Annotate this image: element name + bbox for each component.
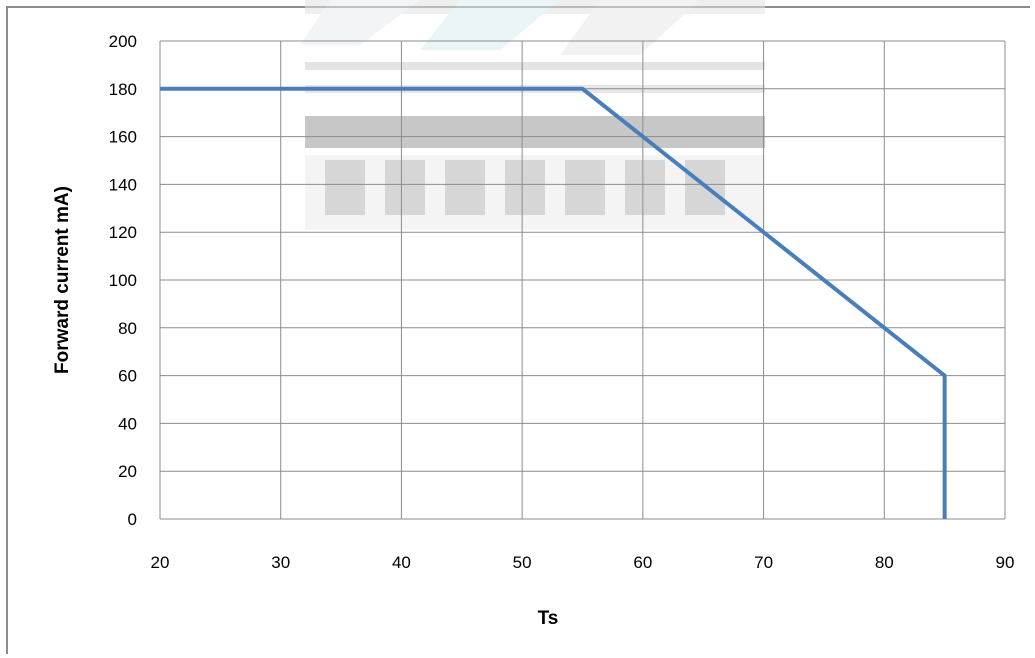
x-tick-label: 40 — [392, 553, 411, 572]
x-tick-label: 60 — [633, 553, 652, 572]
series-line — [160, 86, 947, 519]
y-tick-label: 140 — [109, 175, 137, 194]
x-tick-label: 80 — [875, 553, 894, 572]
y-tick-label: 0 — [128, 510, 137, 529]
y-tick-label: 180 — [109, 80, 137, 99]
y-tick-label: 40 — [118, 414, 137, 433]
x-tick-label: 20 — [151, 553, 170, 572]
y-tick-label: 160 — [109, 128, 137, 147]
x-tick-label: 70 — [754, 553, 773, 572]
y-tick-label: 120 — [109, 223, 137, 242]
y-tick-label: 200 — [109, 32, 137, 51]
grid-lines — [159, 40, 1006, 520]
x-tick-label: 30 — [271, 553, 290, 572]
y-axis-label: Forward current mA) — [52, 186, 73, 374]
watermark-logo — [300, 0, 765, 230]
y-tick-label: 100 — [109, 271, 137, 290]
x-tick-label: 90 — [996, 553, 1015, 572]
x-tick-label: 50 — [513, 553, 532, 572]
series-lines — [160, 86, 947, 519]
y-tick-label: 80 — [118, 319, 137, 338]
y-tick-label: 20 — [118, 462, 137, 481]
tick-labels: 0 20 40 60 80 100 120 140 160 180 200 20 30 40 50 60 70 8… — [109, 32, 1015, 572]
y-tick-label: 60 — [118, 367, 137, 386]
x-axis-label: Ts — [538, 608, 559, 629]
